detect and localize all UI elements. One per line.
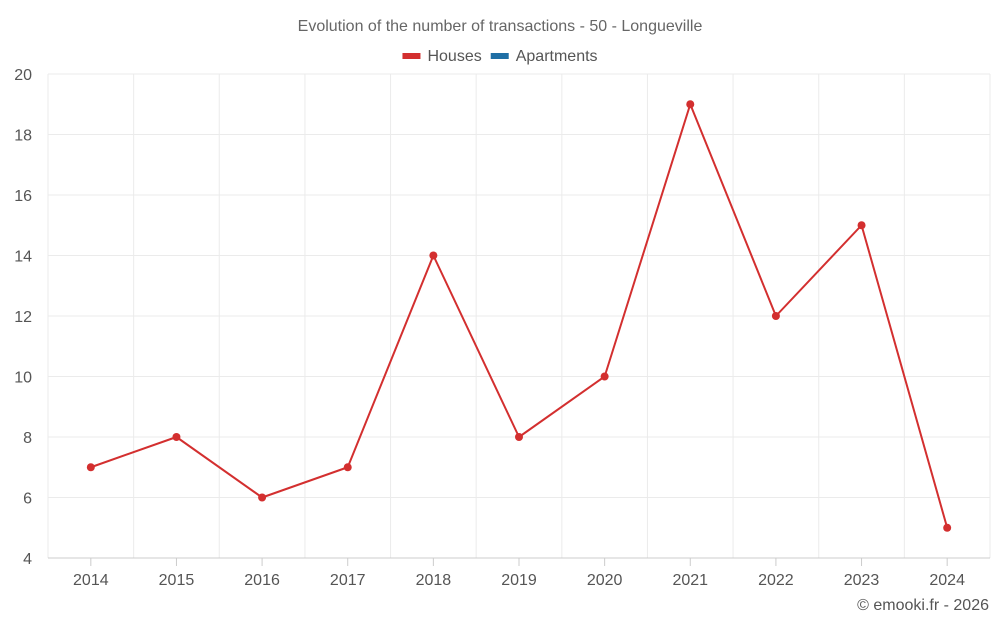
x-tick-label: 2022: [758, 572, 794, 589]
grid: [47, 73, 991, 558]
chart-title: Evolution of the number of transactions …: [298, 18, 703, 35]
x-tick-label: 2021: [672, 572, 708, 589]
x-tick-label: 2017: [330, 572, 366, 589]
data-point[interactable]: [86, 463, 95, 472]
data-point[interactable]: [343, 463, 352, 472]
data-point[interactable]: [943, 523, 952, 532]
y-tick-label: 20: [14, 67, 32, 84]
x-tick-label: 2020: [587, 572, 623, 589]
y-tick-label: 4: [23, 551, 32, 568]
y-tick-label: 18: [14, 128, 32, 145]
data-point[interactable]: [600, 372, 609, 381]
x-tick-label: 2019: [501, 572, 537, 589]
data-point[interactable]: [429, 251, 438, 260]
x-tick-label: 2015: [159, 572, 195, 589]
y-tick-label: 12: [14, 309, 32, 326]
credit-text: © emooki.fr - 2026: [857, 597, 989, 614]
x-tick-label: 2018: [416, 572, 452, 589]
data-point[interactable]: [857, 221, 866, 230]
data-point[interactable]: [771, 312, 780, 320]
y-tick-label: 14: [14, 249, 32, 266]
legend-label-houses: Houses: [427, 48, 481, 65]
y-tick-label: 6: [23, 491, 32, 508]
legend-swatch-houses[interactable]: [402, 53, 421, 59]
legend-swatch-apartments[interactable]: [490, 53, 509, 59]
x-tick-label: 2014: [73, 572, 109, 589]
y-tick-label: 10: [14, 370, 32, 387]
y-tick-label: 16: [14, 188, 32, 205]
legend: Houses Apartments: [402, 48, 598, 65]
data-point[interactable]: [258, 493, 267, 502]
legend-label-apartments: Apartments: [516, 48, 598, 65]
series-layer: [86, 100, 952, 532]
x-tick-label: 2016: [244, 572, 280, 589]
data-point[interactable]: [172, 433, 181, 441]
data-point[interactable]: [686, 100, 695, 109]
x-tick-label: 2024: [929, 572, 965, 589]
y-axis: 4 6 8 10 12 14 16 18 20: [14, 67, 32, 568]
data-point[interactable]: [515, 433, 523, 441]
x-tick-label: 2023: [844, 572, 880, 589]
x-axis: 2014 2015 2016 2017 2018 2019 2020 2021 2022 2023…: [48, 557, 990, 589]
y-tick-label: 8: [23, 430, 32, 447]
